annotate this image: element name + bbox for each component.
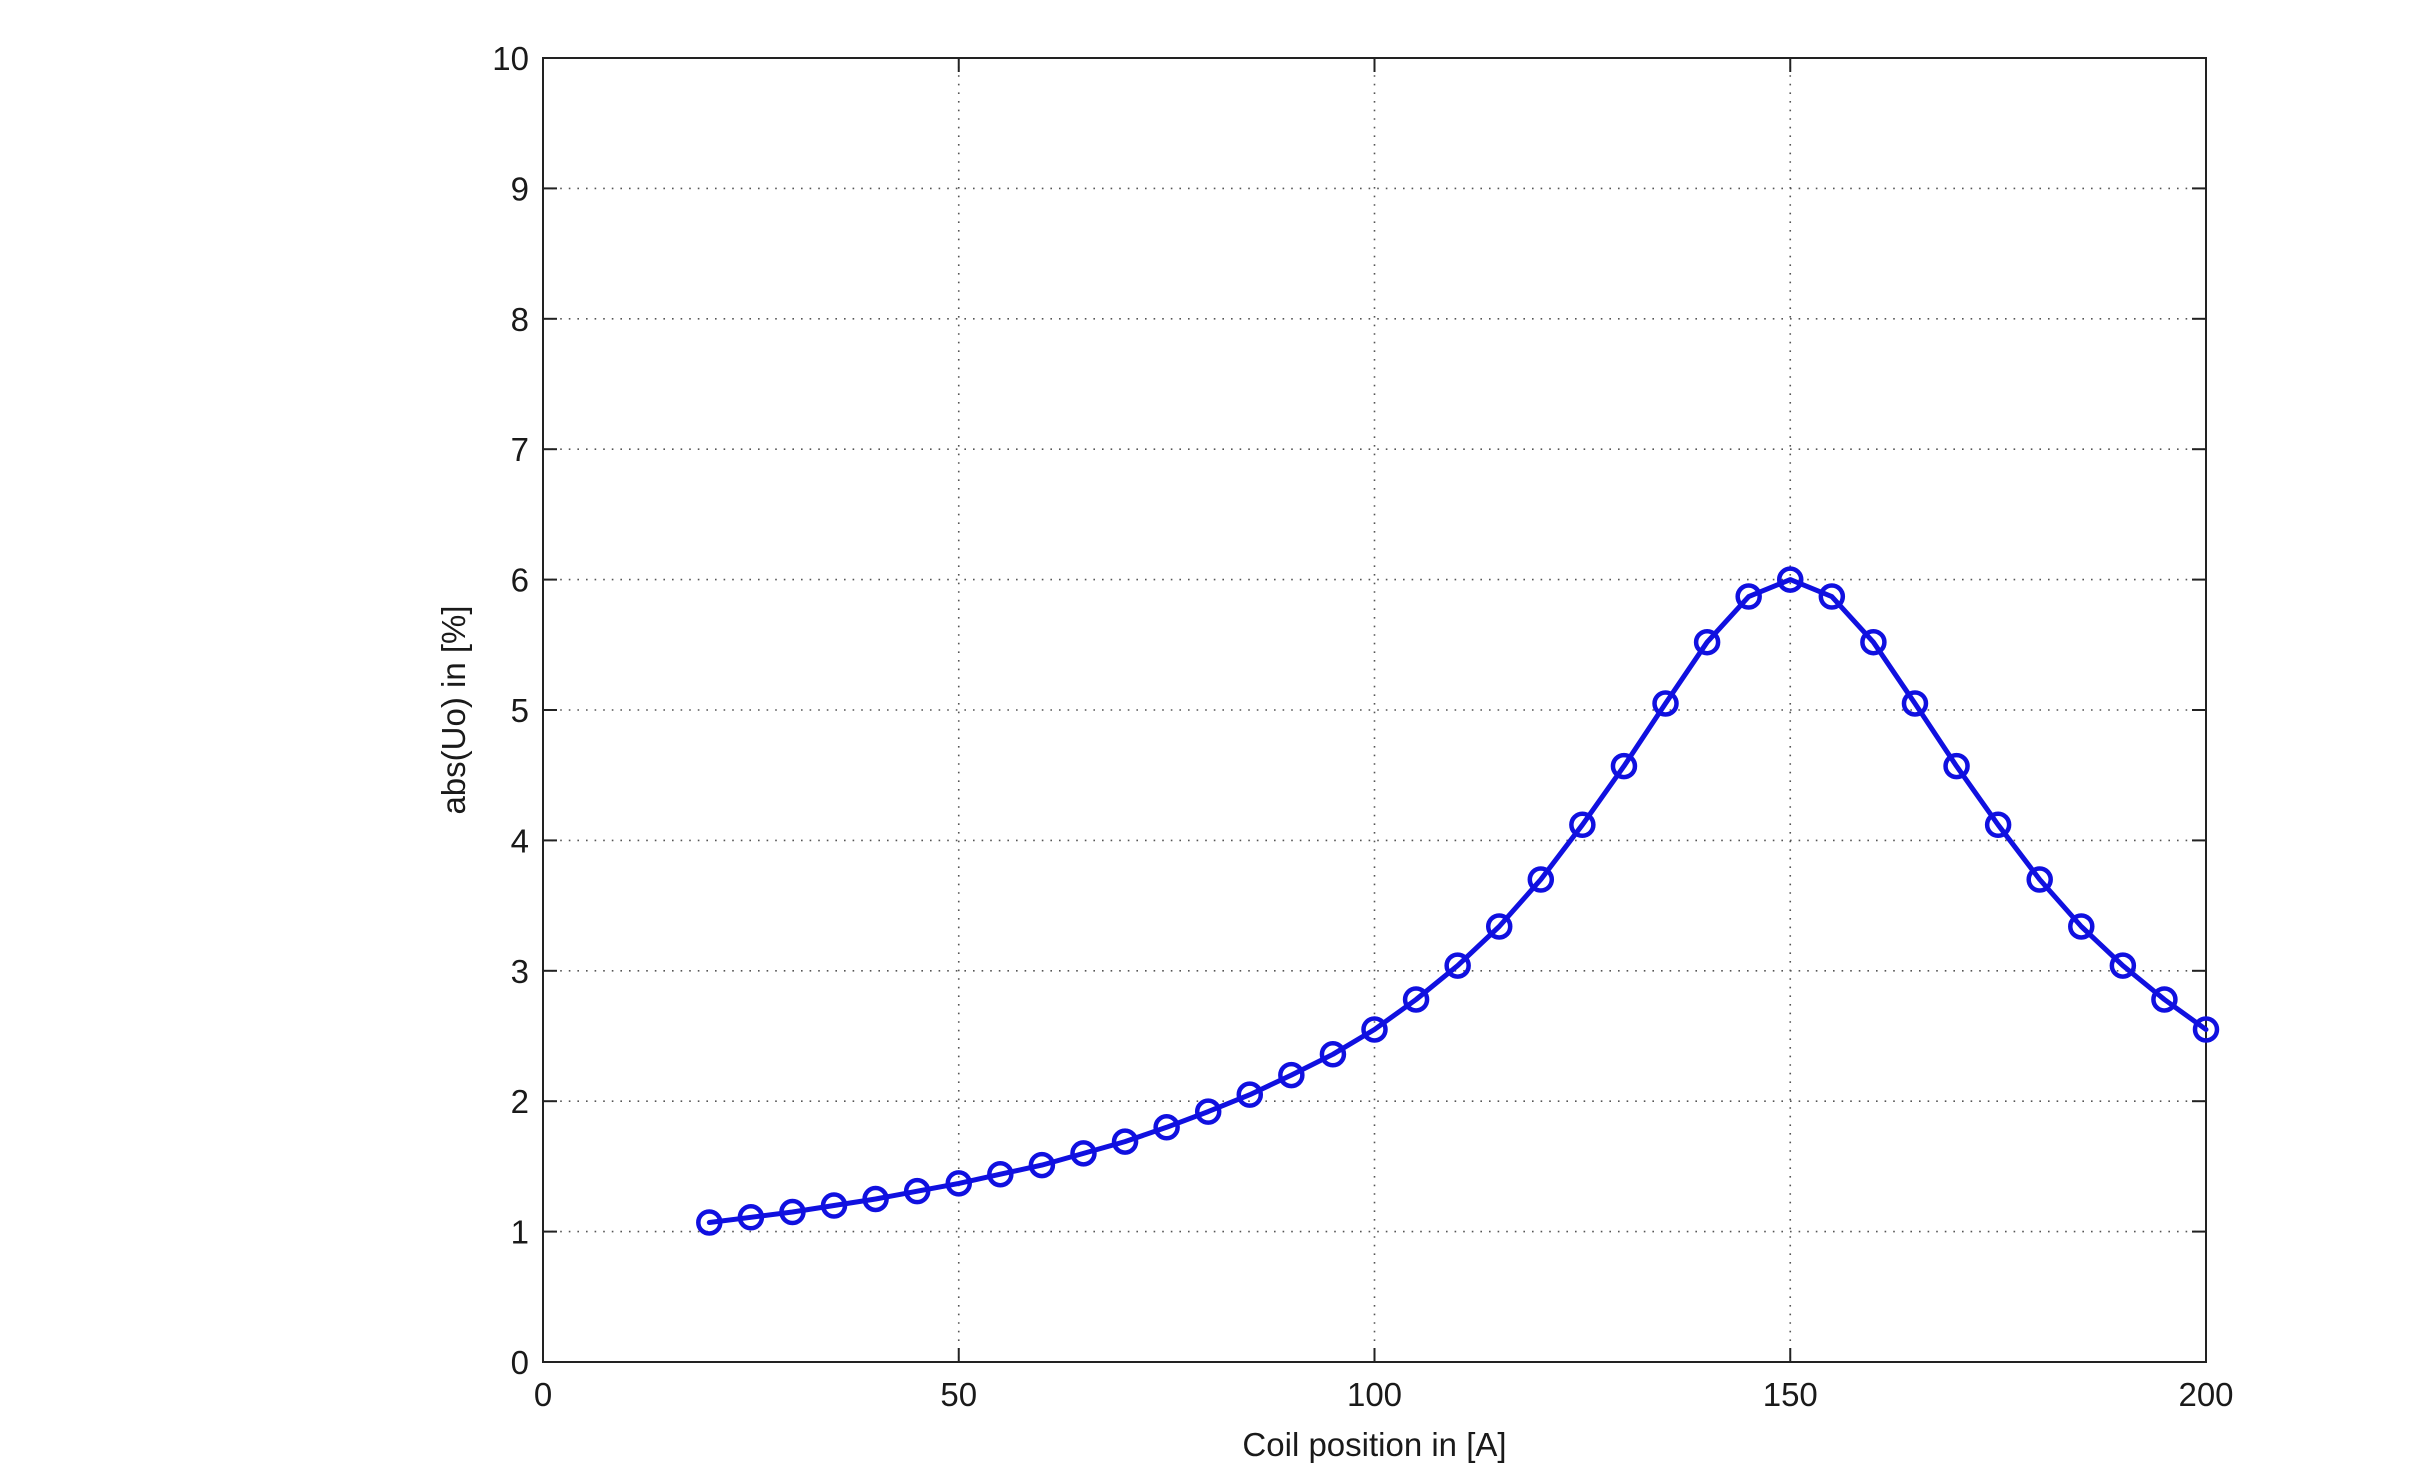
y-tick-label: 4 [511, 822, 529, 859]
x-tick-label: 200 [2178, 1376, 2233, 1413]
data-point [1444, 952, 1471, 979]
data-point [2192, 1016, 2220, 1043]
data-point [1361, 1016, 1388, 1043]
data-point [1984, 811, 2012, 839]
y-axis-label: abs(Uo) in [%] [435, 605, 472, 814]
x-tick-label: 0 [534, 1376, 552, 1413]
data-point [1278, 1061, 1305, 1089]
y-tick-label: 8 [511, 301, 529, 338]
data-point [1111, 1128, 1139, 1155]
x-tick-labels: 0 50 100 150 200 [534, 1376, 2234, 1413]
data-point [2109, 952, 2137, 979]
data-point [1818, 583, 1846, 610]
x-tick-label: 100 [1347, 1376, 1402, 1413]
y-tick-label: 5 [511, 692, 529, 729]
data-point [945, 1170, 972, 1197]
data-point [2068, 913, 2095, 940]
data-point [1028, 1151, 1056, 1179]
data-point [1402, 986, 1430, 1013]
data-markers [696, 566, 2220, 1236]
data-point [1236, 1081, 1264, 1108]
y-tick-label: 6 [511, 562, 529, 599]
series-line [706, 577, 2209, 1225]
data-point [1070, 1140, 1097, 1167]
data-point [1735, 583, 1762, 610]
y-tick-label: 3 [511, 953, 529, 990]
data-point [696, 1209, 723, 1236]
data-point [2026, 866, 2053, 893]
data-point [820, 1192, 848, 1219]
data-point [1194, 1098, 1222, 1125]
data-point [1943, 752, 1970, 780]
tick-marks [542, 57, 2207, 1363]
data-point [862, 1185, 889, 1213]
y-tick-label: 2 [511, 1083, 529, 1120]
data-point [1153, 1114, 1180, 1141]
data-point [2151, 986, 2178, 1013]
y-tick-label: 9 [511, 170, 529, 207]
y-tick-label: 7 [511, 431, 529, 468]
data-point [1610, 752, 1638, 780]
data-point [1652, 690, 1679, 717]
data-point [1527, 866, 1555, 893]
y-tick-labels: 0 1 2 3 4 5 6 7 8 9 10 [492, 40, 529, 1381]
data-point [987, 1160, 1014, 1188]
data-point [1860, 628, 1887, 656]
x-axis-label: Coil position in [A] [1242, 1426, 1506, 1463]
y-tick-label: 1 [511, 1214, 529, 1251]
y-tick-label: 0 [511, 1344, 529, 1381]
data-point [1485, 913, 1513, 940]
x-tick-label: 50 [940, 1376, 977, 1413]
x-tick-label: 150 [1763, 1376, 1818, 1413]
data-point [737, 1204, 765, 1231]
y-tick-label: 10 [492, 40, 529, 77]
data-point [1319, 1041, 1347, 1068]
data-point [1777, 566, 1804, 593]
data-point [1569, 811, 1596, 839]
data-point [1693, 628, 1721, 656]
grid [543, 58, 2206, 1362]
data-point [903, 1177, 931, 1205]
data-point [1901, 690, 1929, 717]
data-point [779, 1198, 806, 1226]
